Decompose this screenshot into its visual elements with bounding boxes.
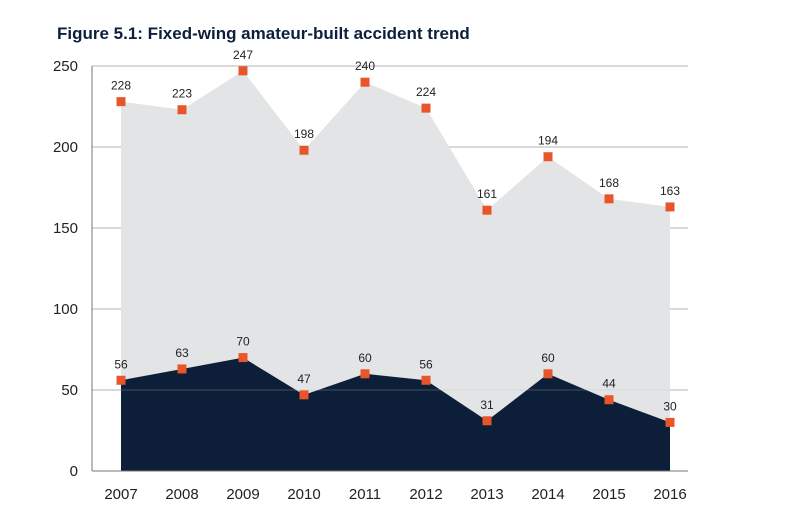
- data-label: 161: [477, 187, 497, 201]
- data-point-marker: [360, 77, 370, 87]
- data-label: 168: [599, 176, 619, 190]
- data-label: 247: [233, 48, 253, 62]
- data-point-marker: [421, 103, 431, 113]
- data-label: 47: [297, 372, 311, 386]
- data-point-marker: [604, 194, 614, 204]
- chart-title: Figure 5.1: Fixed-wing amateur-built acc…: [57, 24, 470, 43]
- x-tick-label: 2015: [592, 486, 625, 503]
- y-tick-label: 50: [61, 382, 78, 399]
- y-tick-label: 100: [53, 301, 78, 318]
- data-point-marker: [238, 66, 248, 76]
- data-point-marker: [177, 364, 187, 374]
- y-tick-label: 0: [70, 463, 78, 480]
- data-point-marker: [238, 353, 248, 363]
- data-point-marker: [360, 369, 370, 379]
- data-label: 240: [355, 59, 375, 73]
- x-tick-label: 2016: [653, 486, 686, 503]
- data-label: 224: [416, 85, 436, 99]
- data-point-marker: [299, 390, 309, 400]
- data-label: 60: [541, 351, 555, 365]
- data-label: 198: [294, 127, 314, 141]
- data-label: 56: [114, 357, 128, 371]
- x-tick-label: 2011: [349, 486, 381, 503]
- data-label: 228: [111, 79, 131, 93]
- data-label: 223: [172, 87, 192, 101]
- data-label: 63: [175, 346, 189, 360]
- data-point-marker: [299, 145, 309, 155]
- x-tick-label: 2014: [531, 486, 564, 503]
- data-point-marker: [482, 416, 492, 426]
- x-tick-label: 2009: [226, 486, 259, 503]
- data-label: 56: [419, 357, 433, 371]
- data-label: 44: [602, 377, 616, 391]
- data-point-marker: [665, 417, 675, 427]
- data-label: 70: [236, 335, 250, 349]
- data-point-marker: [482, 205, 492, 215]
- data-point-marker: [116, 375, 126, 385]
- data-point-marker: [604, 395, 614, 405]
- y-tick-label: 150: [53, 220, 78, 237]
- x-tick-label: 2012: [409, 486, 442, 503]
- x-tick-label: 2007: [104, 486, 137, 503]
- y-tick-label: 200: [53, 139, 78, 156]
- data-label: 31: [480, 398, 494, 412]
- series-area-2: [121, 357, 670, 471]
- data-label: 60: [358, 351, 372, 365]
- data-point-marker: [421, 375, 431, 385]
- y-tick-label: 250: [53, 58, 78, 75]
- data-label: 194: [538, 134, 558, 148]
- x-tick-label: 2013: [470, 486, 503, 503]
- data-point-marker: [543, 152, 553, 162]
- data-label: 30: [663, 399, 677, 413]
- data-point-marker: [116, 97, 126, 107]
- data-point-marker: [543, 369, 553, 379]
- data-point-marker: [665, 202, 675, 212]
- data-point-marker: [177, 105, 187, 115]
- x-tick-label: 2008: [165, 486, 198, 503]
- data-label: 163: [660, 184, 680, 198]
- x-tick-label: 2010: [287, 486, 320, 503]
